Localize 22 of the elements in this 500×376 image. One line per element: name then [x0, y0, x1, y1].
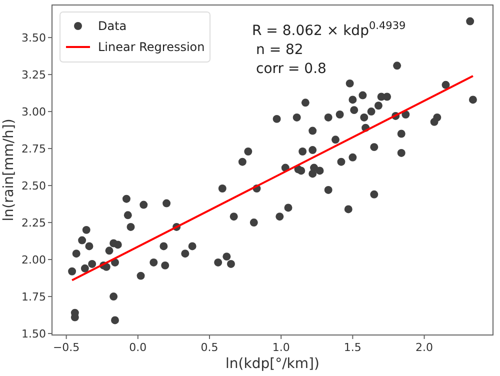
y-tick-label: 3.50 — [22, 31, 46, 44]
x-tick-label: 0.0 — [129, 341, 147, 354]
annotation: R = 8.062 × kdp$^{0.4939}$ — [252, 20, 406, 39]
legend-label: Linear Regression — [98, 40, 205, 54]
y-tick-label: 2.75 — [22, 142, 46, 156]
x-tick-label: 2.0 — [416, 341, 434, 354]
y-tick-label: 2.50 — [22, 179, 46, 192]
y-tick-label: 3.25 — [22, 68, 46, 82]
x-tick-label: 1.0 — [272, 341, 290, 354]
annotation: n = 82 — [256, 42, 304, 58]
x-tick-label: 1.5 — [344, 341, 362, 354]
annotation: corr = 0.8 — [256, 61, 326, 77]
y-tick-label: 1.75 — [22, 290, 46, 304]
x-tick-label: −0.5 — [52, 341, 80, 354]
y-tick-label: 3.00 — [22, 105, 46, 118]
legend-label: Data — [98, 19, 127, 34]
y-axis-title: ln(rain[mm/h]) — [1, 118, 17, 222]
x-tick-label: 0.5 — [200, 341, 218, 354]
y-tick-label: 1.50 — [22, 327, 46, 340]
y-tick-label: 2.00 — [22, 253, 46, 266]
y-tick-label: 2.25 — [22, 216, 46, 230]
x-axis-title: ln(kdp[°/km]) — [226, 356, 320, 372]
